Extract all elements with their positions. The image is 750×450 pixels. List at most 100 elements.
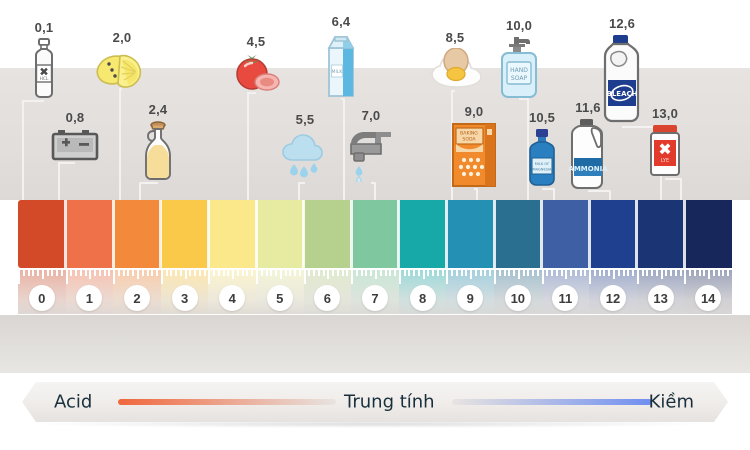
ruler-tick <box>308 268 311 276</box>
hcl-bottle-icon: HCL <box>27 38 61 105</box>
connector-joiner <box>474 188 477 190</box>
scale-number-2[interactable]: 2 <box>124 285 150 311</box>
ph-item-milk-of-magnesia[interactable]: 10,5 MILK OF MAGNESIA <box>524 110 560 193</box>
ph-item-egg[interactable]: 8,5 <box>425 30 485 95</box>
background-band-lower <box>0 315 750 373</box>
ph-item-bleach-bottle[interactable]: 12,6 BLEACH <box>596 16 648 131</box>
ruler-tick <box>151 268 154 276</box>
ph-item-rain-cloud[interactable]: 5,5 <box>278 112 332 187</box>
egg-icon <box>425 47 485 95</box>
ruler-tick <box>232 268 235 279</box>
ruler-tick <box>313 268 316 276</box>
segment-divider <box>206 200 210 268</box>
baking-soda-box-icon: BAKING SODA <box>451 122 497 193</box>
ruler-tick <box>336 268 339 276</box>
ruler-tick <box>422 268 425 279</box>
scale-number-3[interactable]: 3 <box>171 285 198 311</box>
ruler-tick <box>160 268 163 284</box>
scale-number-1[interactable]: 1 <box>76 285 103 311</box>
ruler-tick <box>494 268 496 284</box>
ruler-tick <box>22 268 25 276</box>
ph-item-car-battery[interactable]: 0,8 <box>51 110 99 167</box>
ruler-tick <box>294 268 297 276</box>
segment-divider <box>540 200 544 268</box>
ruler-tick <box>89 268 92 279</box>
ruler-tick <box>327 268 330 279</box>
ph-item-lye-jar[interactable]: 13,0 LYE <box>646 106 684 183</box>
scale-number-14[interactable]: 14 <box>695 285 722 311</box>
ph-value-label: 8,5 <box>445 30 465 45</box>
scale-number-11[interactable]: 11 <box>552 285 579 311</box>
ruler-tick <box>427 268 430 276</box>
ruler-tick <box>60 268 63 276</box>
ruler-tick <box>179 268 182 276</box>
ph-value-label: 10,0 <box>505 18 533 33</box>
ruler-tick <box>665 268 668 276</box>
segment-divider <box>64 200 68 268</box>
scale-number-10[interactable]: 10 <box>504 285 531 311</box>
scale-number-6[interactable]: 6 <box>314 285 341 311</box>
milk-carton-icon: MILK <box>321 32 361 103</box>
ruler-tick <box>141 268 144 276</box>
rain-cloud-icon <box>278 130 332 187</box>
ph-item-water-tap[interactable]: 7,0 <box>345 108 397 187</box>
ruler-tick <box>484 268 487 276</box>
scale-number-4[interactable]: 4 <box>219 285 246 311</box>
vinegar-cruet-icon <box>138 120 178 187</box>
ph-segment-3 <box>160 200 209 268</box>
ruler-tick <box>479 268 482 276</box>
connector-line <box>343 98 346 268</box>
ph-item-ammonia-jug[interactable]: 11,6 AMMONIA <box>564 100 612 195</box>
ruler-tick <box>632 268 635 276</box>
ruler-tick <box>532 268 535 276</box>
ruler-tick <box>451 268 454 276</box>
ph-item-tomato[interactable]: 4,5 <box>230 34 282 97</box>
ruler-tick <box>441 268 444 276</box>
connector-joiner <box>371 182 375 184</box>
ph-item-hcl-bottle[interactable]: 0,1 HCL <box>27 20 61 105</box>
ph-value-label: 2,0 <box>112 30 132 45</box>
ruler-tick <box>65 268 68 284</box>
ph-segment-4 <box>208 200 256 268</box>
ruler-tick <box>708 268 711 279</box>
scale-number-7[interactable]: 7 <box>362 285 388 311</box>
scale-number-13[interactable]: 13 <box>647 285 674 311</box>
ph-item-milk-carton[interactable]: 6,4 MILK <box>321 14 361 103</box>
ph-value-label: 4,5 <box>246 34 266 49</box>
ruler-tick <box>370 268 373 276</box>
ph-item-hand-soap[interactable]: 10,0 HAND SOAP <box>497 18 541 103</box>
ruler-tick <box>41 268 44 279</box>
svg-text:MILK OF: MILK OF <box>535 162 550 166</box>
ph-value-label: 0,1 <box>34 20 54 35</box>
segment-divider <box>302 200 306 268</box>
segment-divider <box>159 200 163 268</box>
connector-joiner <box>665 178 681 180</box>
ph-item-lemon[interactable]: 2,0 <box>94 30 150 93</box>
ruler-tick <box>408 268 411 276</box>
segment-divider <box>682 200 686 268</box>
ruler-tick <box>203 268 206 276</box>
scale-number-9[interactable]: 9 <box>457 285 484 311</box>
ruler-tick <box>146 268 149 276</box>
ruler-tick <box>236 268 239 276</box>
ruler-tick <box>365 268 368 276</box>
scale-number-12[interactable]: 12 <box>600 285 626 311</box>
ruler-tick <box>674 268 677 276</box>
scale-number-0[interactable]: 0 <box>28 285 55 311</box>
ruler-tick <box>222 268 225 276</box>
ph-segment-14 <box>684 200 732 268</box>
ruler-tick <box>403 268 406 276</box>
ruler-tick <box>317 268 320 276</box>
ph-segment-10 <box>494 200 542 268</box>
ruler-tick <box>617 268 620 276</box>
ruler-tick <box>298 268 301 276</box>
ruler-tick <box>432 268 435 276</box>
ph-item-vinegar-cruet[interactable]: 2,4 <box>138 102 178 187</box>
ruler-tick <box>394 268 397 276</box>
ruler-tick <box>551 268 554 276</box>
ruler-tick <box>117 268 120 276</box>
scale-number-5[interactable]: 5 <box>266 285 293 311</box>
scale-number-8[interactable]: 8 <box>409 285 436 311</box>
ruler-tick <box>651 268 654 276</box>
ph-item-baking-soda-box[interactable]: 9,0 BAKING SODA <box>451 104 497 193</box>
